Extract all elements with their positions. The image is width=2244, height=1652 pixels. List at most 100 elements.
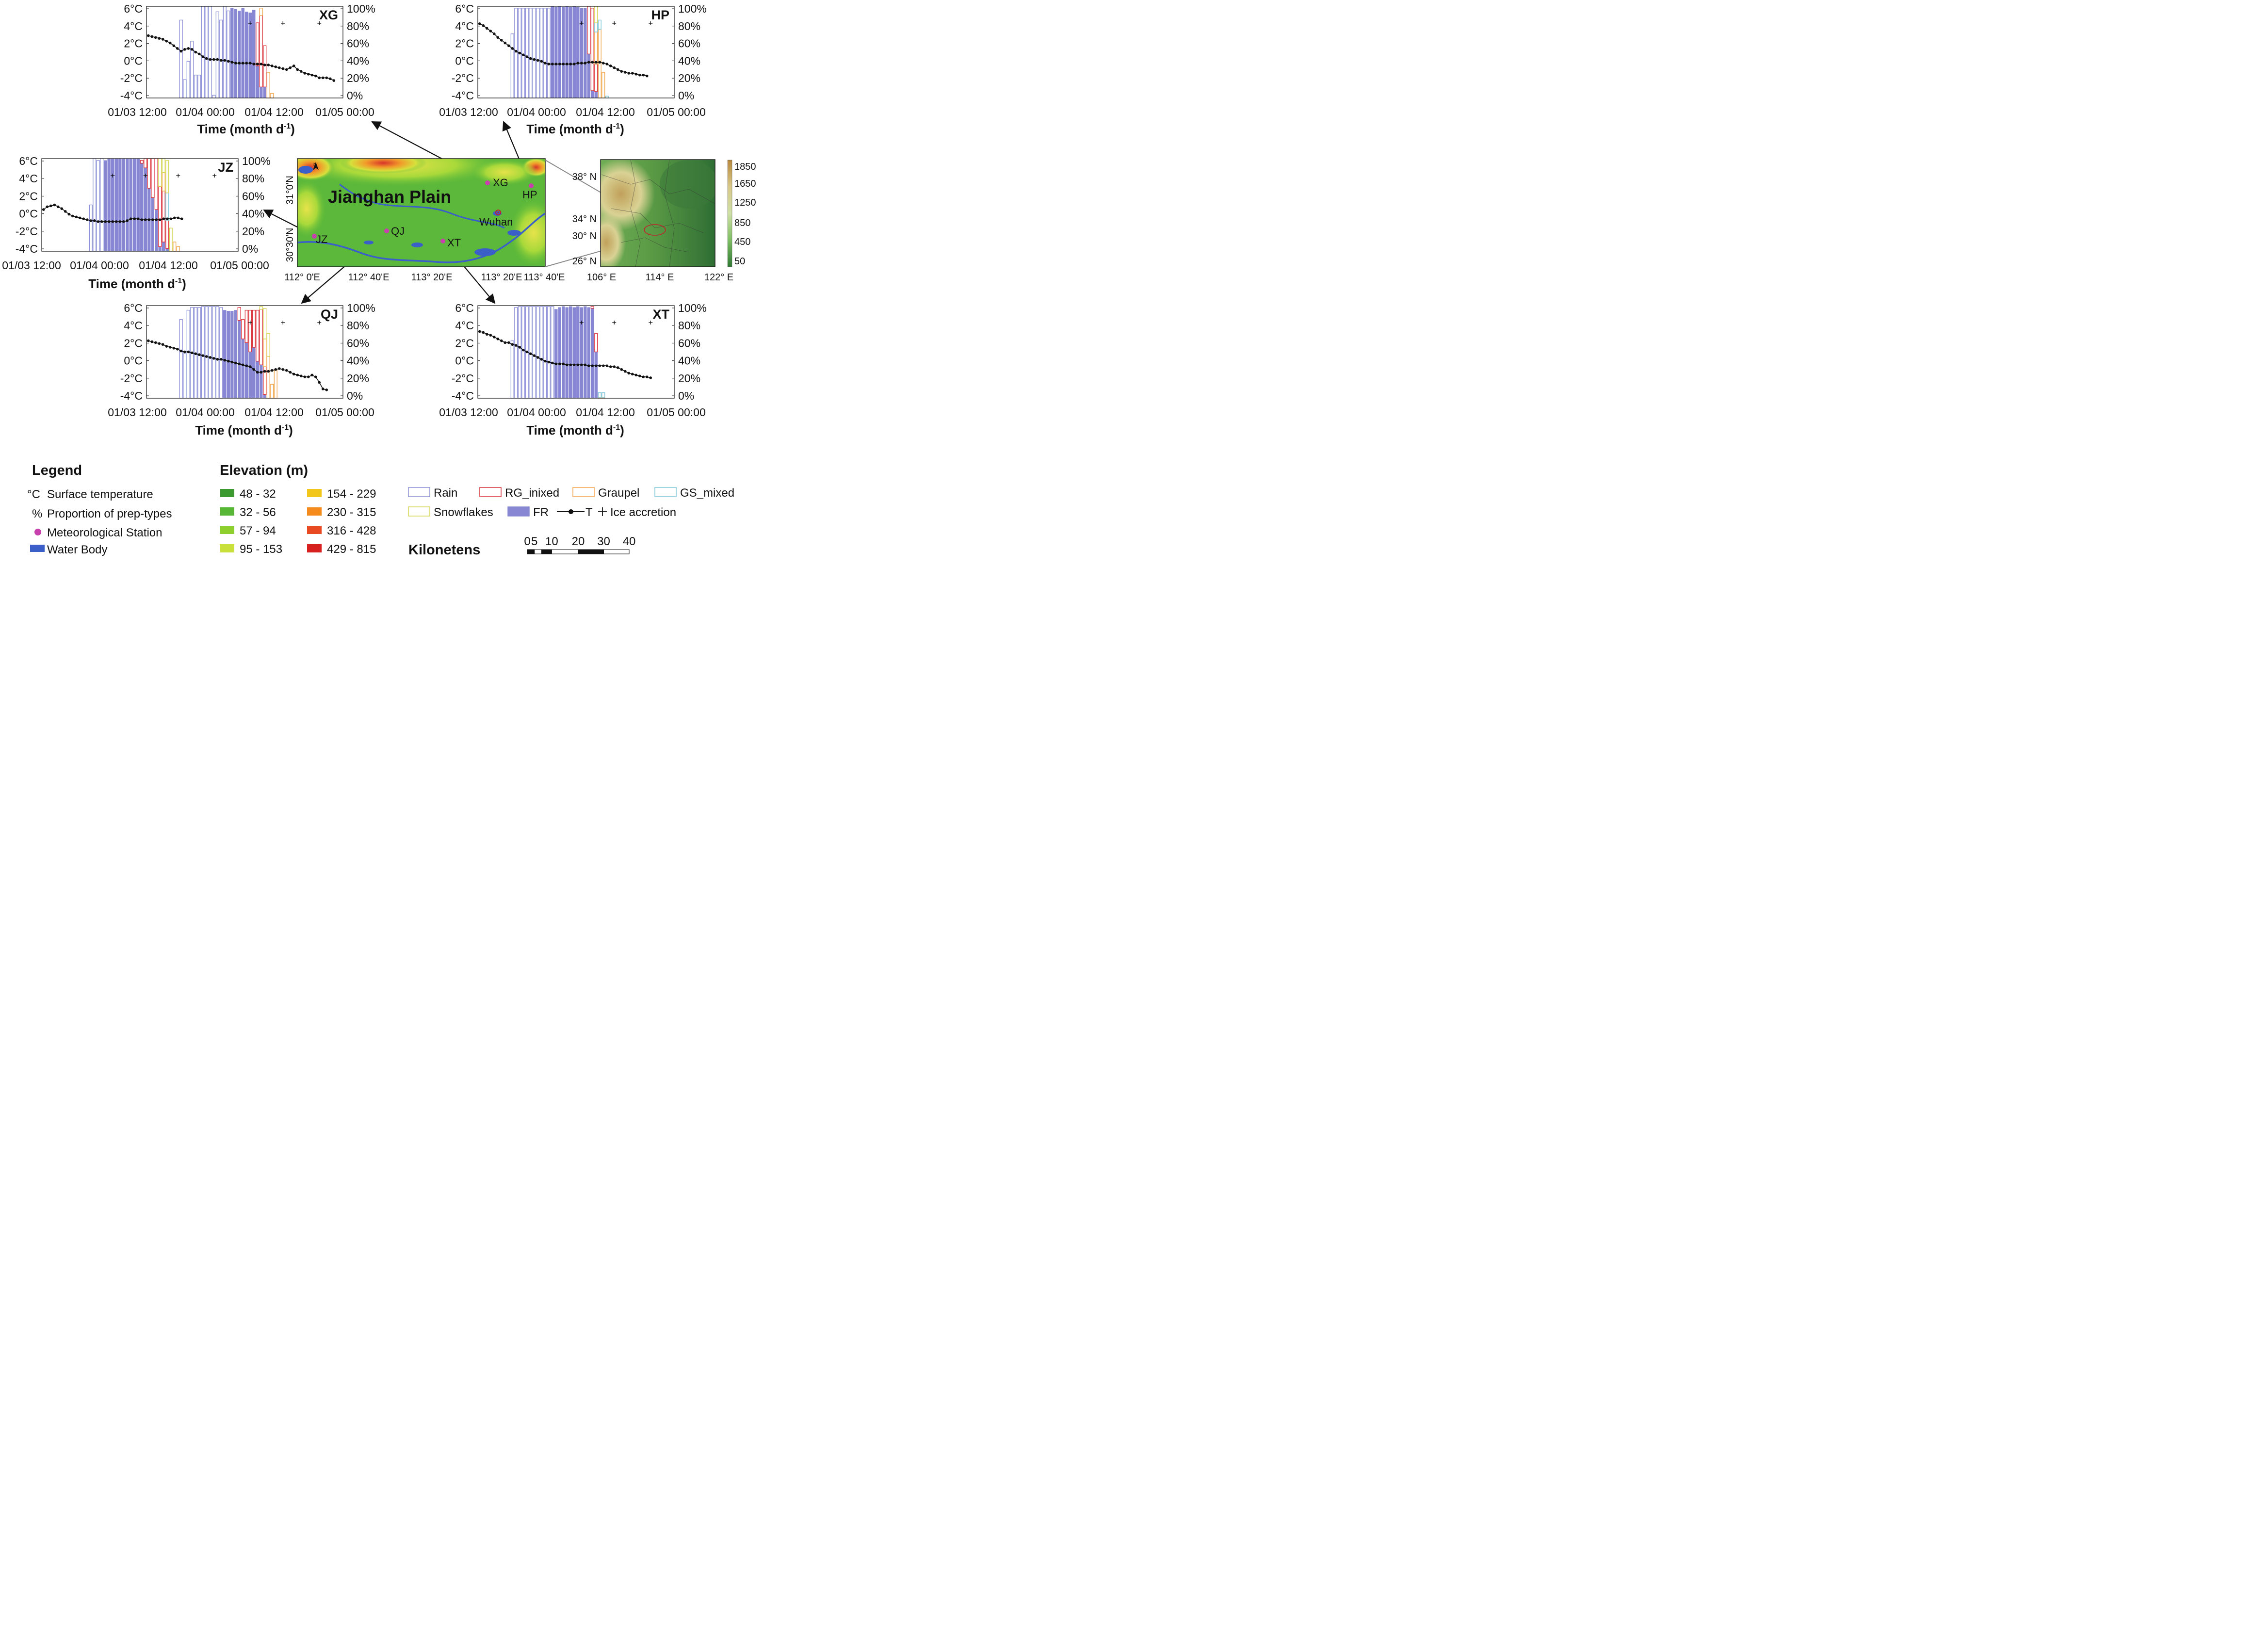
bar-hp-23-seg4 bbox=[594, 6, 598, 23]
temp-point-xt-33 bbox=[598, 364, 602, 367]
elevation-label-7: 429 - 815 bbox=[327, 543, 376, 556]
prep-swatch-snowflakes bbox=[408, 506, 430, 517]
station-label-jz: JZ bbox=[316, 233, 327, 245]
temp-point-xt-16 bbox=[536, 356, 539, 359]
bar-hp-15 bbox=[565, 6, 569, 98]
xlabel-sup-xt: -1 bbox=[613, 423, 620, 432]
temp-point-xg-7 bbox=[172, 44, 176, 48]
temp-point-hp-26 bbox=[572, 63, 576, 65]
temp-point-xt-9 bbox=[511, 343, 514, 346]
scale-bar: Kilonetens 0 5 10 20 30 40 bbox=[408, 535, 635, 558]
ytick-label-left-hp-3: 0°C bbox=[455, 54, 474, 67]
temp-point-hp-27 bbox=[576, 62, 580, 65]
ytick-label-right-xt-1: 80% bbox=[678, 319, 700, 332]
inset-plain bbox=[660, 160, 715, 209]
colorbar-tick-850: 850 bbox=[734, 218, 750, 228]
ice-accretion-marker-xg-0 bbox=[248, 21, 252, 25]
bar-hp-20 bbox=[584, 8, 587, 98]
temp-point-xg-18 bbox=[212, 58, 215, 61]
ice-accretion-marker-xg-2 bbox=[317, 21, 322, 25]
temp-point-jz-7 bbox=[67, 212, 71, 216]
bar-hp-8 bbox=[539, 8, 543, 98]
bar-qj-0 bbox=[179, 319, 183, 399]
bar-hp-21 bbox=[587, 53, 590, 98]
temp-point-xg-46 bbox=[314, 74, 317, 78]
temp-point-hp-12 bbox=[521, 53, 525, 56]
temp-point-hp-32 bbox=[594, 61, 598, 64]
temp-point-qj-30 bbox=[256, 371, 259, 374]
ytick-label-left-hp-2: 2°C bbox=[455, 37, 474, 50]
temp-point-hp-17 bbox=[540, 60, 543, 63]
temp-point-qj-25 bbox=[238, 362, 241, 366]
temp-point-xg-22 bbox=[227, 60, 230, 63]
temp-point-xg-45 bbox=[310, 73, 314, 77]
bar-xt-9 bbox=[543, 306, 547, 399]
ytick-label-right-jz-4: 20% bbox=[242, 225, 264, 238]
xlabel-xg: Time (month d-1) bbox=[197, 122, 295, 136]
bar-qj-18-seg1 bbox=[244, 309, 248, 343]
temp-point-xt-20 bbox=[551, 361, 554, 365]
bar-xt-25-seg1 bbox=[602, 392, 605, 398]
temp-point-jz-33 bbox=[162, 217, 165, 220]
temp-point-xt-28 bbox=[580, 363, 583, 367]
scale-segment-3 bbox=[551, 549, 579, 554]
xtick-label-qj-1: 01/04 00:00 bbox=[176, 406, 235, 419]
ytick-label-right-xg-1: 80% bbox=[347, 20, 369, 32]
bar-qj-10 bbox=[215, 306, 219, 399]
temp-point-jz-27 bbox=[140, 218, 144, 221]
temp-point-jz-2 bbox=[49, 204, 52, 208]
bar-qj-6 bbox=[201, 306, 205, 399]
bar-xg-22-seg2 bbox=[259, 8, 263, 16]
panel-title-xg: XG bbox=[319, 8, 338, 22]
bar-qj-23-seg2 bbox=[263, 339, 267, 367]
temp-point-xg-38 bbox=[285, 68, 288, 71]
ytick-label-left-xg-4: -2°C bbox=[120, 72, 143, 84]
bar-xt-10 bbox=[547, 306, 551, 399]
legend-label-prop: Proportion of prep-types bbox=[47, 507, 172, 520]
temp-point-xt-45 bbox=[642, 375, 645, 378]
xlabel-text-hp: Time (month d bbox=[526, 122, 613, 136]
temp-point-jz-22 bbox=[122, 220, 125, 223]
bar-xt-17 bbox=[572, 307, 576, 399]
temp-point-xt-1 bbox=[482, 331, 485, 334]
bar-xt-7 bbox=[536, 306, 540, 399]
xlabel-end-xg: ) bbox=[291, 122, 295, 136]
xlabel-text-xg: Time (month d bbox=[197, 122, 284, 136]
scale-tick-0: 0 bbox=[524, 535, 530, 548]
bar-jz-20-seg2 bbox=[162, 172, 165, 192]
temp-point-xg-15 bbox=[201, 55, 205, 58]
bar-jz-20-seg3 bbox=[162, 158, 165, 173]
temp-point-xt-41 bbox=[627, 372, 631, 375]
temp-point-xg-12 bbox=[190, 48, 194, 51]
temp-point-xg-25 bbox=[238, 62, 241, 65]
ytick-label-right-xt-2: 60% bbox=[678, 337, 700, 349]
bar-xg-7 bbox=[205, 6, 209, 98]
bar-hp-22 bbox=[591, 90, 594, 98]
prep-swatch-graupel bbox=[572, 487, 595, 497]
temp-point-jz-13 bbox=[89, 219, 93, 222]
bar-xt-13 bbox=[558, 307, 561, 399]
map-lat-tick-30-30: 30°30'N bbox=[285, 228, 295, 262]
temp-point-xg-8 bbox=[176, 47, 179, 50]
bar-hp-23-seg3 bbox=[594, 22, 598, 32]
xlabel-end-hp: ) bbox=[620, 122, 624, 136]
temp-point-xt-23 bbox=[562, 362, 565, 366]
elevation-colorbar bbox=[727, 160, 732, 267]
xtick-label-qj-2: 01/04 12:00 bbox=[244, 406, 304, 419]
temp-point-xg-6 bbox=[168, 41, 172, 45]
temp-point-xg-30 bbox=[256, 63, 259, 65]
bar-jz-7 bbox=[114, 158, 118, 252]
legend-label-station: Meteorological Station bbox=[47, 526, 162, 539]
temp-point-xg-24 bbox=[234, 62, 237, 65]
bar-xg-4 bbox=[194, 75, 197, 98]
temp-point-jz-0 bbox=[42, 208, 45, 211]
bar-jz-18-seg1 bbox=[154, 158, 158, 210]
temp-point-qj-38 bbox=[285, 369, 288, 372]
temp-point-qj-28 bbox=[248, 365, 252, 368]
temp-point-hp-22 bbox=[558, 63, 561, 65]
ytick-label-left-xt-0: 6°C bbox=[455, 302, 474, 314]
prep-label-ice: Ice accretion bbox=[610, 506, 676, 519]
temp-point-xt-19 bbox=[547, 360, 551, 364]
bar-hp-5 bbox=[529, 8, 533, 98]
bar-xg-8 bbox=[208, 6, 212, 98]
